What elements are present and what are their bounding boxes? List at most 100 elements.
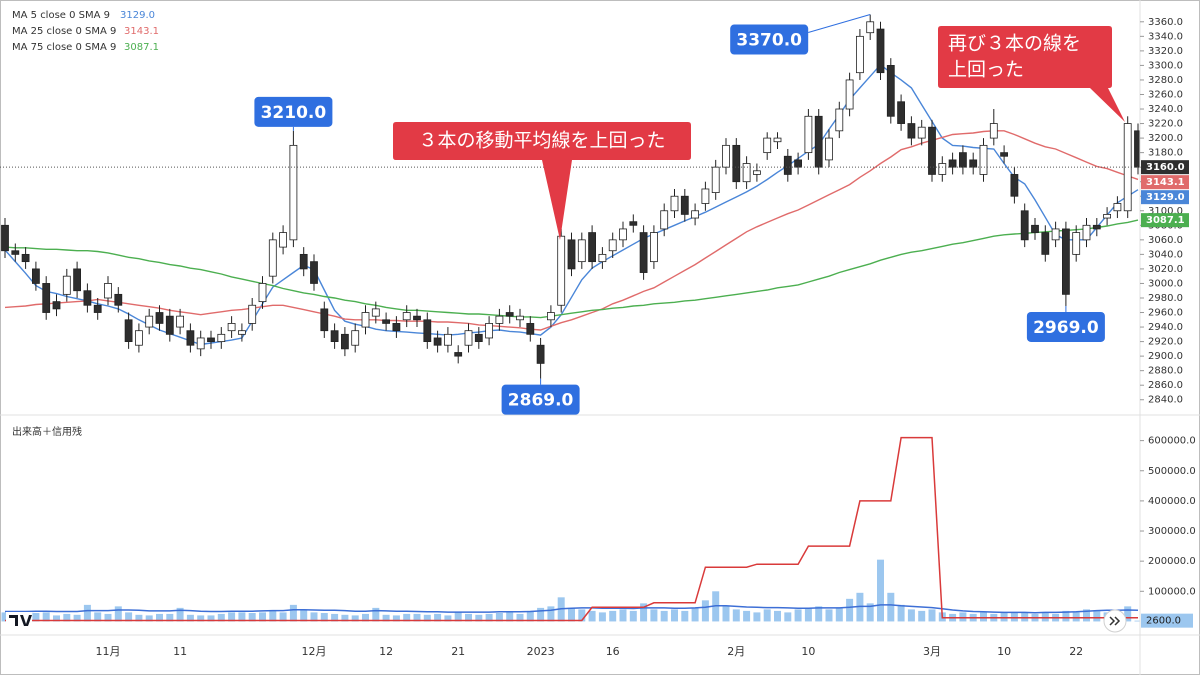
volume-bar bbox=[784, 612, 792, 622]
candle-body bbox=[691, 210, 699, 219]
candle-body bbox=[258, 283, 267, 303]
volume-bar bbox=[1021, 612, 1029, 622]
candle-body bbox=[1092, 224, 1101, 230]
candle-body bbox=[320, 308, 329, 332]
callout-label: 2869.0 bbox=[508, 391, 574, 411]
volume-bar bbox=[94, 612, 102, 622]
y-tick-label: 3040.0 bbox=[1148, 249, 1183, 260]
callout: 再び３本の線を 上回った bbox=[938, 26, 1125, 122]
y-tick-label: 3260.0 bbox=[1148, 89, 1183, 100]
legend-value: 3129.0 bbox=[120, 10, 155, 21]
callout-box bbox=[501, 384, 580, 415]
callout-text: 再び３本の線を bbox=[948, 33, 1081, 55]
volume-bar bbox=[1093, 610, 1101, 622]
y-tick-label: 500000.0 bbox=[1148, 466, 1196, 477]
y-tick-label: 3020.0 bbox=[1148, 264, 1183, 275]
x-tick-label: 2023 bbox=[527, 645, 555, 658]
volume-bar bbox=[794, 609, 802, 622]
volume-title: 出来高＋信用残 bbox=[12, 425, 82, 438]
candle-body bbox=[382, 319, 391, 324]
candle-body bbox=[464, 330, 473, 346]
volume-bar bbox=[269, 610, 277, 622]
legend-label: MA 25 close 0 SMA 9 bbox=[12, 26, 116, 37]
series-line bbox=[4, 219, 1139, 319]
callout-box bbox=[393, 122, 691, 240]
candle-body bbox=[155, 312, 164, 324]
annotations: 3210.0 2869.0 3370.0 2969.0 bbox=[254, 14, 1105, 415]
volume-bar bbox=[907, 609, 915, 622]
price-tag bbox=[1141, 160, 1189, 175]
y-tick-label: 2940.0 bbox=[1148, 322, 1183, 333]
candle-body bbox=[773, 137, 782, 143]
scroll-button[interactable] bbox=[1103, 609, 1127, 633]
volume-bar bbox=[351, 615, 359, 622]
y-tick-label: 600000.0 bbox=[1148, 436, 1196, 447]
price-tag bbox=[1141, 175, 1189, 190]
volume-bar bbox=[887, 592, 895, 622]
y-tick-label: 2860.0 bbox=[1148, 380, 1183, 391]
volume-bar bbox=[32, 613, 40, 622]
volume-bar bbox=[279, 612, 287, 622]
volume-bar bbox=[207, 615, 215, 622]
volume-bar bbox=[63, 613, 71, 622]
y-tick-label: 2840.0 bbox=[1148, 395, 1183, 406]
candle-body bbox=[1103, 214, 1111, 219]
value-tag-label: 2600.0 bbox=[1146, 616, 1181, 627]
candle-body bbox=[52, 301, 61, 310]
candle-body bbox=[763, 137, 772, 154]
y-tick-label: 400000.0 bbox=[1148, 496, 1196, 507]
volume-bar bbox=[53, 615, 60, 622]
legend-label: MA 75 close 0 SMA 9 bbox=[12, 42, 116, 53]
volume-bar bbox=[578, 609, 586, 622]
scroll-button-icon[interactable] bbox=[1109, 616, 1121, 626]
volume-bar bbox=[568, 607, 575, 622]
candle-body bbox=[114, 293, 123, 306]
candle-body bbox=[516, 315, 524, 321]
volume-bar bbox=[434, 613, 442, 622]
candle-body bbox=[619, 228, 627, 241]
volume-bar bbox=[918, 610, 926, 622]
x-tick-label: 12月 bbox=[302, 645, 327, 658]
y-tick-label: 3300.0 bbox=[1148, 60, 1183, 71]
candle-body bbox=[1010, 174, 1019, 197]
volume-bar bbox=[506, 612, 514, 622]
candle-body bbox=[289, 144, 298, 241]
volume-bar bbox=[1062, 610, 1070, 622]
y-tick-label: 3320.0 bbox=[1148, 46, 1183, 57]
volume-bar bbox=[1072, 612, 1080, 622]
price-tag bbox=[1141, 190, 1189, 205]
y-tick-label: 3280.0 bbox=[1148, 75, 1183, 86]
y-tick-label: 3200.0 bbox=[1148, 133, 1183, 144]
volume-bar bbox=[413, 613, 421, 622]
candle-body bbox=[1113, 203, 1122, 212]
candle-body bbox=[1031, 224, 1039, 233]
series-line bbox=[5, 436, 1138, 622]
candle-body bbox=[145, 315, 154, 328]
volume-bar bbox=[660, 610, 668, 622]
candle-body bbox=[866, 21, 875, 34]
candle-body bbox=[979, 144, 988, 175]
candle-body bbox=[1062, 228, 1070, 295]
candle-body bbox=[21, 253, 30, 263]
candle-body bbox=[639, 232, 648, 273]
volume-bar bbox=[114, 606, 122, 622]
candle-body bbox=[134, 330, 143, 346]
candle-body bbox=[176, 315, 185, 328]
candle-body bbox=[454, 352, 463, 357]
candle-body bbox=[732, 144, 741, 183]
legend: MA 5 close 0 SMA 9 MA 25 close 0 SMA 9 M… bbox=[12, 10, 159, 53]
y-tick-label: 3180.0 bbox=[1148, 148, 1183, 159]
volume-bar bbox=[681, 610, 689, 622]
volume-bar bbox=[465, 613, 472, 622]
volume-bar bbox=[588, 610, 596, 622]
candle-body bbox=[783, 155, 792, 175]
candle-body bbox=[845, 79, 854, 110]
candle-body bbox=[299, 253, 308, 270]
candle-body bbox=[93, 304, 102, 313]
volume-bar bbox=[722, 606, 730, 622]
candle-body bbox=[670, 195, 679, 212]
volume-bar bbox=[444, 615, 452, 622]
y-tick-label: 300000.0 bbox=[1148, 526, 1196, 537]
volume-bar bbox=[382, 614, 390, 622]
